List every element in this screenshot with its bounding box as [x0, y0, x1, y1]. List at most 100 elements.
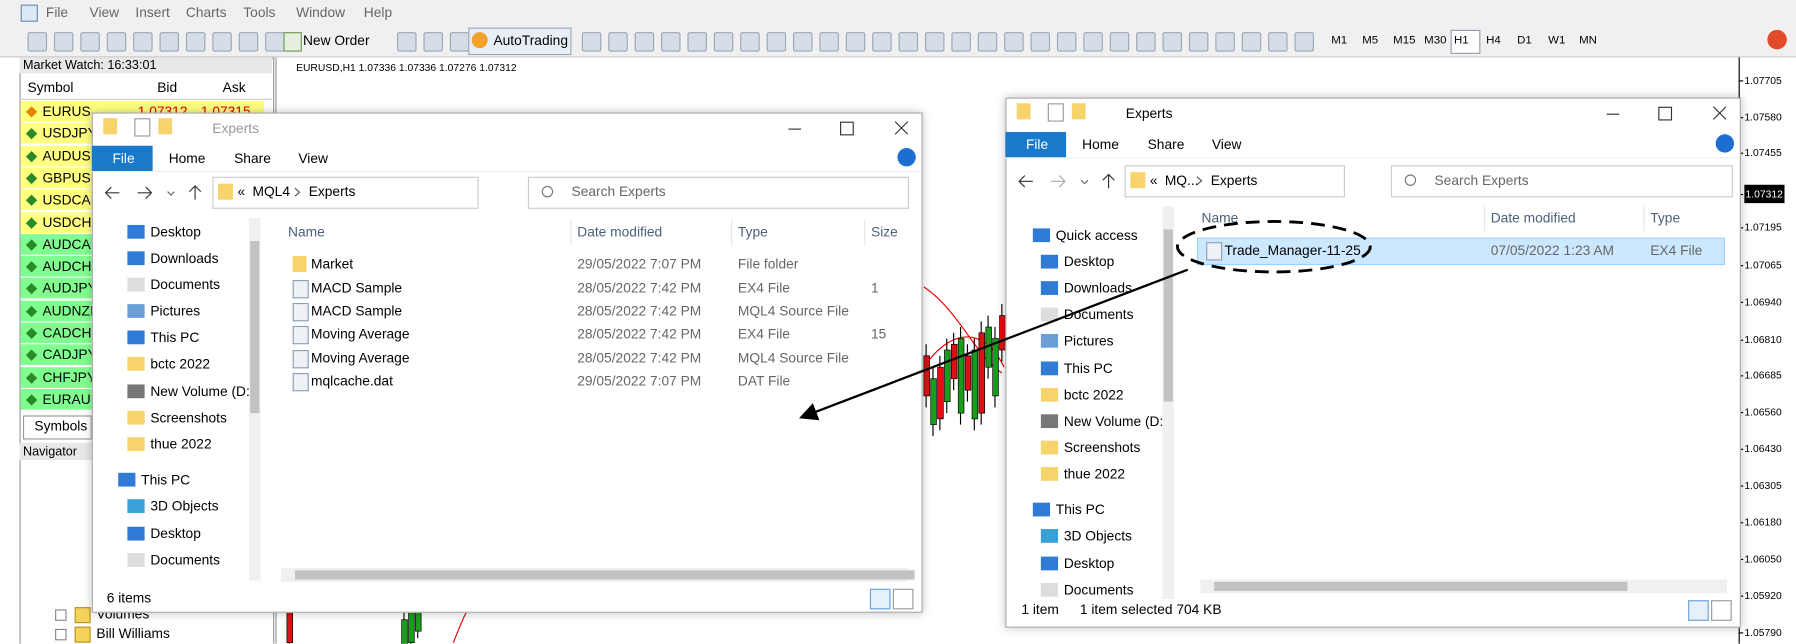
nav-item[interactable]: Documents	[150, 551, 220, 569]
symbol[interactable]: AUDCAD	[42, 236, 91, 253]
timeframe[interactable]: M15	[1393, 34, 1416, 48]
column-header[interactable]: Name	[288, 223, 325, 240]
column-header[interactable]: Date modified	[1490, 210, 1576, 227]
search-input[interactable]: Search Experts	[571, 183, 666, 200]
symbol[interactable]: USDCAD	[42, 191, 91, 208]
file-name[interactable]: mqlcache.dat	[310, 372, 393, 390]
file-name[interactable]: Moving Average	[310, 325, 410, 342]
toolbar-button[interactable]: AutoTrading	[493, 32, 568, 49]
nav-item[interactable]: Pictures	[1063, 332, 1114, 349]
nav-item[interactable]: bctc 2022	[150, 355, 211, 372]
timeframe[interactable]: W1	[1548, 34, 1566, 48]
status-text[interactable]: 6 items	[106, 589, 152, 606]
column-header[interactable]: Type	[1650, 210, 1681, 227]
nav-item[interactable]: Documents	[1063, 581, 1134, 598]
timeframe[interactable]: M30	[1424, 34, 1447, 48]
nav-item[interactable]: Documents	[150, 276, 220, 293]
nav-item[interactable]: Downloads	[150, 250, 219, 267]
ribbon-tab[interactable]: Home	[1082, 136, 1119, 153]
symbol[interactable]: CHFJPY	[42, 369, 92, 386]
nav-item[interactable]: Desktop	[150, 223, 201, 240]
nav-item[interactable]: This PC	[141, 471, 191, 488]
nav-item[interactable]: Quick access	[1055, 227, 1138, 244]
file-name[interactable]: Moving Average	[310, 350, 410, 367]
breadcrumb[interactable]: MQL4	[252, 183, 290, 200]
nav-item[interactable]: Desktop	[1063, 555, 1115, 572]
toolbar-icon	[423, 32, 443, 52]
nav-item[interactable]: Desktop	[150, 525, 201, 542]
nav-item[interactable]: Downloads	[1063, 280, 1132, 297]
symbol[interactable]: USDCHF	[42, 214, 92, 231]
symbol[interactable]: USDJPY	[42, 125, 92, 142]
column-header[interactable]: Bid	[157, 79, 178, 96]
symbol[interactable]: AUDUSD	[42, 147, 91, 164]
ribbon-tab[interactable]: Share	[1147, 136, 1185, 153]
ribbon-tab[interactable]: View	[1211, 136, 1242, 153]
status-text[interactable]: 1 item	[1021, 601, 1059, 618]
column-header[interactable]: Ask	[222, 79, 246, 96]
ribbon-tab[interactable]: File	[1025, 136, 1049, 153]
menu-item[interactable]: File	[45, 4, 69, 21]
column-header[interactable]: Size	[871, 223, 898, 240]
nav-item[interactable]: bctc 2022	[1063, 386, 1124, 403]
symbol[interactable]: GBPUSD	[42, 169, 91, 186]
column-header[interactable]: Date modified	[577, 223, 663, 240]
status-text[interactable]: 1 item selected 704 KB	[1079, 601, 1222, 618]
nav-item[interactable]: New Volume (D:	[1063, 413, 1164, 430]
menu-item[interactable]: Window	[296, 4, 346, 21]
column-header[interactable]: Symbol	[27, 79, 74, 96]
menu-item[interactable]: Tools	[243, 4, 276, 21]
timeframe[interactable]: H1	[1454, 34, 1469, 48]
file-name[interactable]: Market	[310, 255, 354, 272]
timeframe[interactable]: MN	[1579, 34, 1597, 48]
nav-item[interactable]: This PC	[1055, 501, 1105, 518]
nav-item[interactable]: 3D Objects	[1063, 527, 1132, 544]
search-input[interactable]: Search Experts	[1434, 172, 1529, 189]
file-name[interactable]: Trade_Manager-11-25	[1224, 242, 1361, 259]
breadcrumb[interactable]: «	[237, 183, 246, 200]
symbol[interactable]: CADCHF	[42, 324, 92, 341]
menu-item[interactable]: Help	[363, 4, 393, 21]
symbol[interactable]: AUDJPY	[42, 280, 92, 297]
symbol[interactable]: AUDNZD	[42, 302, 91, 319]
nav-item[interactable]: 3D Objects	[150, 498, 219, 515]
breadcrumb[interactable]: MQ...	[1164, 172, 1199, 189]
forward	[137, 186, 153, 199]
breadcrumb[interactable]: «	[1149, 172, 1158, 189]
timeframe[interactable]: M5	[1362, 34, 1379, 48]
breadcrumb[interactable]: Experts	[1210, 172, 1258, 189]
menu-item[interactable]: View	[89, 4, 120, 21]
nav-item[interactable]: Pictures	[150, 302, 201, 320]
navigator-item[interactable]: Bill Williams	[96, 625, 170, 642]
symbol[interactable]: EURUSD	[42, 103, 91, 120]
nav-icon	[1040, 387, 1059, 402]
menu-item[interactable]: Charts	[185, 4, 227, 21]
price-label: 1.06305	[1744, 479, 1782, 492]
ribbon-tab[interactable]: File	[112, 150, 135, 167]
timeframe[interactable]: M1	[1331, 34, 1348, 48]
symbol[interactable]: AUDCHF	[42, 258, 92, 275]
nav-item[interactable]: This PC	[1063, 360, 1113, 377]
nav-item[interactable]: Screenshots	[150, 409, 227, 426]
breadcrumb[interactable]: Experts	[308, 183, 356, 200]
column-header[interactable]: Type	[737, 223, 768, 240]
menu-item[interactable]: Insert	[135, 4, 170, 21]
ribbon-tab[interactable]: Share	[234, 150, 271, 167]
timeframe[interactable]: H4	[1486, 34, 1501, 48]
nav-item[interactable]: thue 2022	[1063, 465, 1126, 482]
nav-item[interactable]: Desktop	[1063, 253, 1115, 270]
file-name[interactable]: MACD Sample	[310, 302, 403, 320]
nav-item[interactable]: This PC	[150, 329, 200, 346]
ribbon-tab[interactable]: View	[298, 150, 328, 167]
symbol[interactable]: CADJPY	[42, 346, 92, 363]
file-name[interactable]: MACD Sample	[310, 280, 403, 297]
timeframe[interactable]: D1	[1517, 34, 1532, 48]
symbol[interactable]: EURAUD	[42, 391, 91, 408]
nav-item[interactable]: New Volume (D:	[150, 383, 250, 400]
toolbar-button[interactable]: New Order	[302, 32, 370, 49]
column-header[interactable]: Name	[1201, 210, 1239, 227]
ribbon-tab[interactable]: Home	[168, 150, 206, 167]
nav-item[interactable]: thue 2022	[150, 436, 212, 453]
tab[interactable]: Symbols	[34, 417, 88, 434]
nav-item[interactable]: Screenshots	[1063, 439, 1141, 456]
